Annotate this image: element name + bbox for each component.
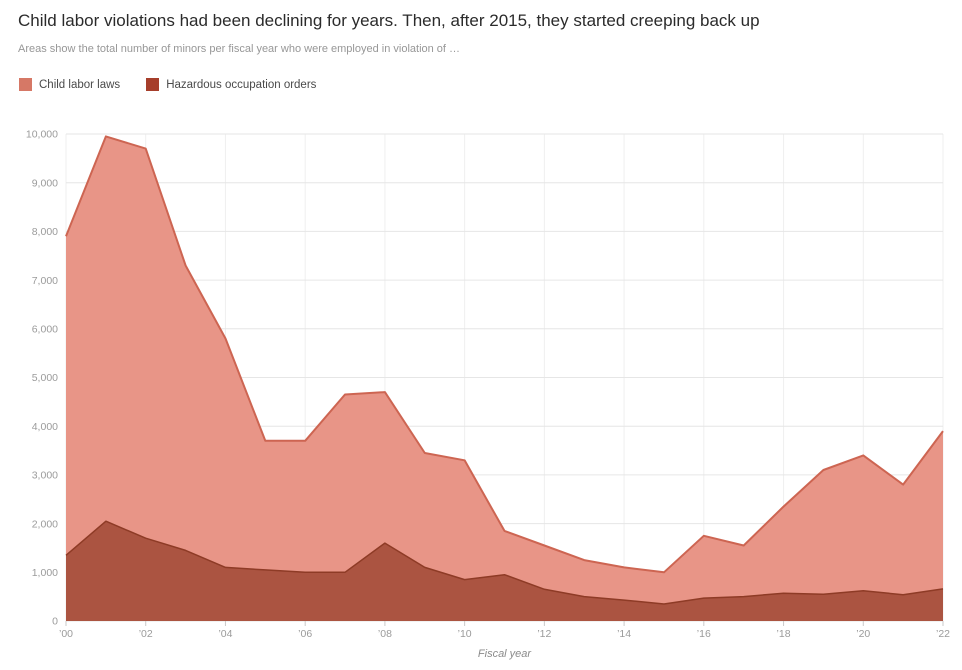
- x-axis-label: ’10: [458, 628, 472, 640]
- series-group: [65, 135, 944, 621]
- y-axis-labels: 0 1,000 2,000 3,000 4,000 5,000 6,000 7,000 8,00…: [26, 129, 58, 628]
- series-area-1: [66, 521, 943, 621]
- series-line-1: [65, 520, 944, 605]
- legend-item-label: Hazardous occupation orders: [166, 78, 317, 91]
- y-axis-label: 8,000: [32, 226, 58, 238]
- y-axis-label: 3,000: [32, 470, 58, 482]
- x-axis-label: ’08: [378, 628, 392, 640]
- y-axis-label: 4,000: [32, 421, 58, 433]
- y-axis-label: 5,000: [32, 372, 58, 384]
- x-axis-label: ’18: [777, 628, 791, 640]
- x-axis-title: Fiscal year: [478, 648, 533, 660]
- legend: Child labor laws Hazardous occupation or…: [19, 78, 316, 91]
- x-axis-label: ’02: [139, 628, 153, 640]
- legend-item-child-labor-laws: Child labor laws: [19, 78, 120, 91]
- y-axis-label: 9,000: [32, 177, 58, 189]
- y-axis-label: 2,000: [32, 518, 58, 530]
- x-axis-label: ’16: [697, 628, 711, 640]
- legend-swatch-icon: [146, 78, 160, 91]
- y-axis-label: 1,000: [32, 567, 58, 579]
- series-line-0: [65, 135, 944, 574]
- x-axis-label: ’12: [537, 628, 551, 640]
- chart-subtitle: Areas show the total number of minors pe…: [18, 43, 461, 55]
- x-axis-label: ’06: [298, 628, 312, 640]
- legend-item-label: Child labor laws: [39, 78, 121, 91]
- y-axis-label: 6,000: [32, 323, 58, 335]
- series-area-0: [66, 136, 943, 621]
- x-axis-label: ’20: [856, 628, 870, 640]
- x-axis-labels: ’00 ’02 ’04 ’06 ’08 ’10 ’12 ’14 ’16 ’18 ’20 ’22: [59, 628, 950, 640]
- y-axis-label: 10,000: [26, 129, 58, 141]
- x-axis-label: ’04: [218, 628, 232, 640]
- x-axis-ticks: [65, 621, 944, 626]
- x-axis-label: ’14: [617, 628, 631, 640]
- legend-item-hazardous-occupation-orders: Hazardous occupation orders: [146, 78, 316, 91]
- y-axis-label: 0: [52, 616, 58, 628]
- y-axis-label: 7,000: [32, 275, 58, 287]
- page-title: Child labor violations had been declinin…: [18, 11, 760, 30]
- legend-swatch-icon: [19, 78, 32, 91]
- x-axis-label: ’22: [936, 628, 950, 640]
- x-axis-label: ’00: [59, 628, 73, 640]
